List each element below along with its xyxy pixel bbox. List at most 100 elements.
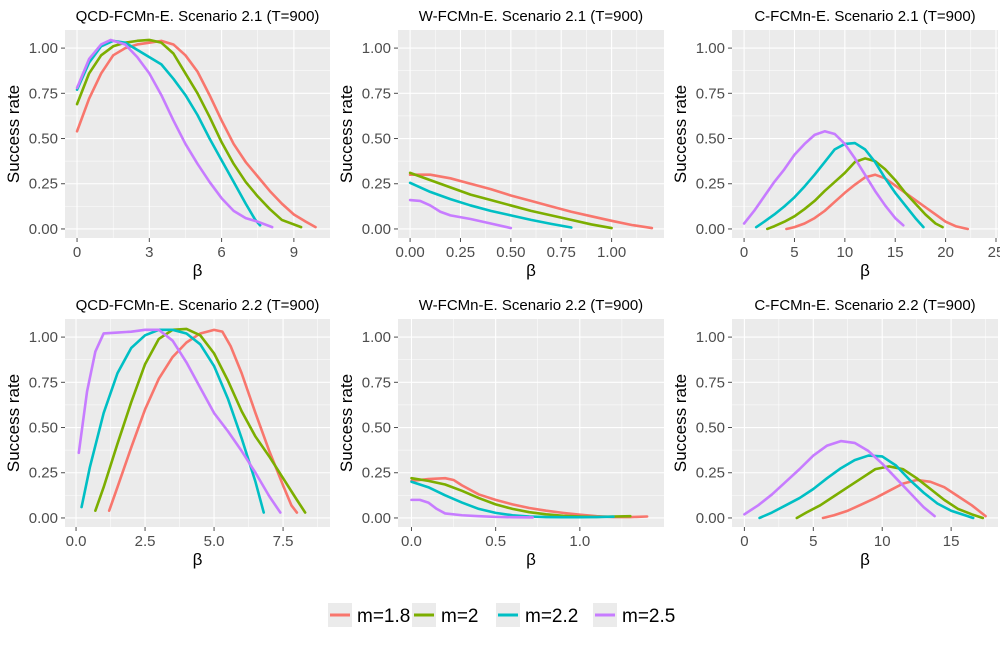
x-tick-label: 5.0 xyxy=(204,533,225,550)
y-axis-label: Success rate xyxy=(337,85,356,183)
y-axis-label: Success rate xyxy=(671,374,690,472)
x-tick-label: 9 xyxy=(290,244,298,261)
series-line-m-2-5 xyxy=(77,328,282,514)
series-line-m-1-8 xyxy=(785,173,970,231)
y-tick-label: 0.25 xyxy=(362,176,391,193)
series-line-m-2-2 xyxy=(408,181,573,229)
y-tick-label: 0.75 xyxy=(29,85,58,102)
y-tick-label: 0.50 xyxy=(362,420,391,437)
panel-background xyxy=(398,319,664,527)
x-tick-label: 0.50 xyxy=(496,244,525,261)
y-tick-label: 0.00 xyxy=(696,510,725,527)
series-line-m-2-2 xyxy=(758,454,975,520)
panel-title: QCD-FCMn-E. Scenario 2.2 (T=900) xyxy=(76,297,320,314)
legend-label: m=2.5 xyxy=(622,606,675,627)
x-axis-label: β xyxy=(193,550,203,569)
legend-item-m-1-8: m=1.8 xyxy=(328,603,410,627)
y-tick-label: 0.75 xyxy=(29,374,58,391)
series-line-m-2-2 xyxy=(754,141,925,229)
y-tick-label: 0.50 xyxy=(29,131,58,148)
y-tick-label: 1.00 xyxy=(696,40,725,57)
x-tick-label: 6 xyxy=(217,244,225,261)
y-tick-label: 1.00 xyxy=(362,329,391,346)
panel-background xyxy=(65,319,330,527)
x-tick-label: 0 xyxy=(740,244,748,261)
series-line-m-2-2 xyxy=(80,328,266,514)
panel-title: C-FCMn-E. Scenario 2.1 (T=900) xyxy=(754,8,975,25)
x-tick-label: 1.0 xyxy=(569,533,590,550)
legend-item-m-2-2: m=2.2 xyxy=(496,603,578,627)
series-line-m-2-5 xyxy=(743,439,936,518)
series-line-m-2-5 xyxy=(742,129,905,227)
x-tick-label: 1.00 xyxy=(597,244,626,261)
y-tick-label: 0.50 xyxy=(696,131,725,148)
x-tick-label: 0.00 xyxy=(395,244,424,261)
x-axis-label: β xyxy=(860,261,870,280)
x-tick-label: 0.25 xyxy=(446,244,475,261)
y-tick-label: 1.00 xyxy=(362,40,391,57)
x-tick-label: 0 xyxy=(740,533,748,550)
series-line-m-2 xyxy=(408,171,613,230)
panel-5: 0.00 0.25 0.50 0.75 1.00 0.0 0.5 1.0 W-FCMn-E. S… xyxy=(337,297,664,569)
y-tick-label: 0.50 xyxy=(362,131,391,148)
panel-title: QCD-FCMn-E. Scenario 2.1 (T=900) xyxy=(76,8,320,25)
x-tick-label: 15 xyxy=(887,244,904,261)
x-tick-label: 0.75 xyxy=(547,244,576,261)
y-axis-label: Success rate xyxy=(4,374,23,472)
x-tick-label: 5 xyxy=(790,244,798,261)
panel-4: 0.00 0.25 0.50 0.75 1.00 0.0 2.5 5.0 7.5 QCD-FCMn… xyxy=(4,297,330,569)
x-tick-label: 7.5 xyxy=(273,533,294,550)
x-tick-label: 2.5 xyxy=(135,533,156,550)
series-line-m-2-5 xyxy=(410,498,534,519)
panel-1: 0.00 0.25 0.50 0.75 1.00 0 3 6 9 QCD-FCMn-E. Scen… xyxy=(4,8,330,280)
panel-background xyxy=(732,30,998,238)
y-tick-label: 0.50 xyxy=(696,420,725,437)
panel-background xyxy=(65,30,330,238)
panel-3: 0.00 0.25 0.50 0.75 1.00 0 5 10 15 20 25 C-FCMn-E. … xyxy=(671,8,1000,280)
y-tick-label: 0.00 xyxy=(29,510,58,527)
x-axis-label: β xyxy=(860,550,870,569)
series-line-m-2 xyxy=(765,157,944,231)
panel-background xyxy=(398,30,664,238)
legend-label: m=2 xyxy=(441,606,479,627)
y-tick-label: 0.75 xyxy=(362,85,391,102)
y-tick-label: 1.00 xyxy=(29,40,58,57)
panel-6: 0.00 0.25 0.50 0.75 1.00 0 5 10 15 C-FCMn-E. Scen… xyxy=(671,297,998,569)
x-axis-label: β xyxy=(193,261,203,280)
y-axis-label: Success rate xyxy=(337,374,356,472)
y-tick-label: 0.25 xyxy=(29,465,58,482)
legend-label: m=1.8 xyxy=(357,606,410,627)
x-tick-label: 5 xyxy=(809,533,817,550)
y-tick-label: 0.00 xyxy=(696,221,725,238)
legend: m=1.8 m=2 m=2.2 m=2.5 xyxy=(328,603,675,627)
x-tick-label: 10 xyxy=(874,533,891,550)
series-line-m-2 xyxy=(795,465,985,520)
series-line-m-2 xyxy=(75,38,303,229)
y-tick-label: 0.00 xyxy=(29,221,58,238)
legend-item-m-2: m=2 xyxy=(412,603,479,627)
x-tick-label: 0.5 xyxy=(485,533,506,550)
series-line-m-1-8 xyxy=(75,39,317,229)
series-line-m-2 xyxy=(94,327,307,514)
panel-title: C-FCMn-E. Scenario 2.2 (T=900) xyxy=(754,297,975,314)
x-axis-label: β xyxy=(526,550,536,569)
y-tick-label: 0.25 xyxy=(29,176,58,193)
y-tick-label: 0.75 xyxy=(696,374,725,391)
legend-label: m=2.2 xyxy=(525,606,578,627)
x-axis-label: β xyxy=(526,261,536,280)
y-tick-label: 1.00 xyxy=(29,329,58,346)
x-tick-label: 20 xyxy=(937,244,954,261)
legend-item-m-2-5: m=2.5 xyxy=(593,603,675,627)
y-tick-label: 0.00 xyxy=(362,221,391,238)
x-tick-label: 10 xyxy=(837,244,854,261)
x-tick-label: 25 xyxy=(988,244,1000,261)
panel-title: W-FCMn-E. Scenario 2.1 (T=900) xyxy=(419,8,643,25)
series-line-m-2-2 xyxy=(75,39,262,227)
y-tick-label: 0.25 xyxy=(696,176,725,193)
y-axis-label: Success rate xyxy=(4,85,23,183)
x-tick-label: 15 xyxy=(943,533,960,550)
y-tick-label: 0.50 xyxy=(29,420,58,437)
x-tick-label: 0.0 xyxy=(401,533,422,550)
